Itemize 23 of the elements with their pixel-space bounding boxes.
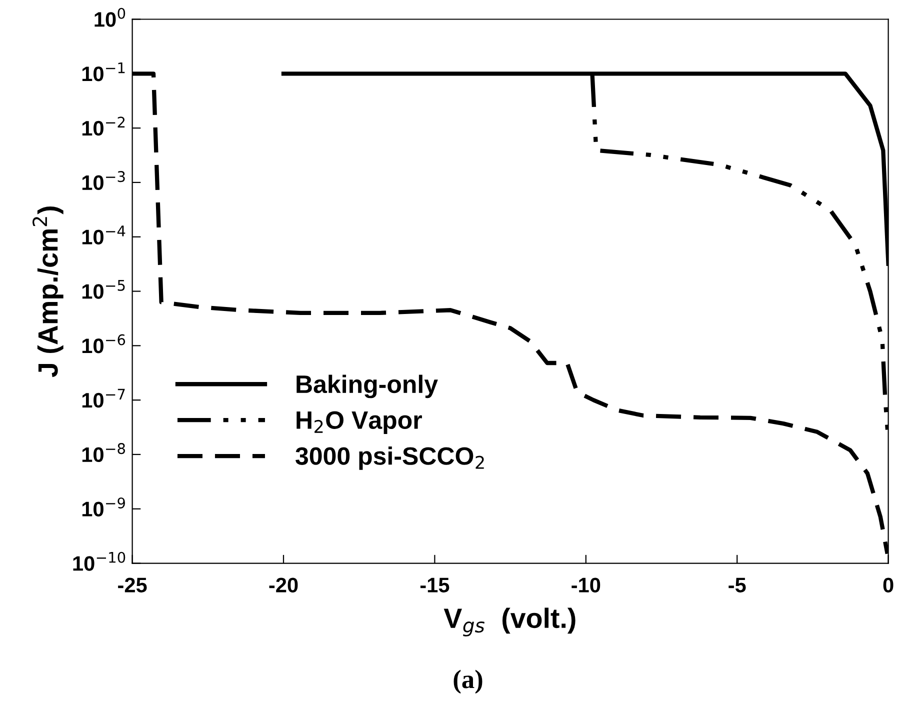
y-tick-label: 10$^{−3}$ <box>82 171 125 190</box>
y-tick-label: 10$^{−10}$ <box>73 552 126 571</box>
y-axis-title: J (Amp./cm$^{2}$) <box>32 206 64 378</box>
x-tick-label: -15 <box>420 578 450 592</box>
x-tick-label: -25 <box>118 578 147 592</box>
y-tick-label: 10$^{−5}$ <box>82 280 125 299</box>
y-tick-label: 10$^{−4}$ <box>82 226 126 244</box>
y-tick-label: 10$^{−9}$ <box>82 497 125 516</box>
legend-label: Baking-only <box>296 374 438 398</box>
y-tick-label: 10$^{−1}$ <box>82 62 125 82</box>
text: (a) <box>454 670 482 694</box>
x-tick-label: -5 <box>728 578 746 592</box>
y-tick-label: 10$^{−2}$ <box>82 116 125 136</box>
x-axis-title: V$_{gs}$ (volt.) <box>444 608 576 636</box>
legend-label: H$_{2}$O Vapor <box>296 411 422 434</box>
x-tick-label: -10 <box>572 578 600 592</box>
y-tick-label: 10$^{−7}$ <box>82 388 125 408</box>
y-tick-label: 10$^{0}$ <box>94 8 126 27</box>
y-tick-label: 10$^{−6}$ <box>82 334 126 354</box>
x-tick-label: -20 <box>269 578 298 592</box>
y-tick-label: 10$^{−8}$ <box>82 443 125 462</box>
legend-label: 3000 psi-SCCO$_{2}$ <box>296 446 484 470</box>
x-tick-label: 0 <box>883 578 894 592</box>
